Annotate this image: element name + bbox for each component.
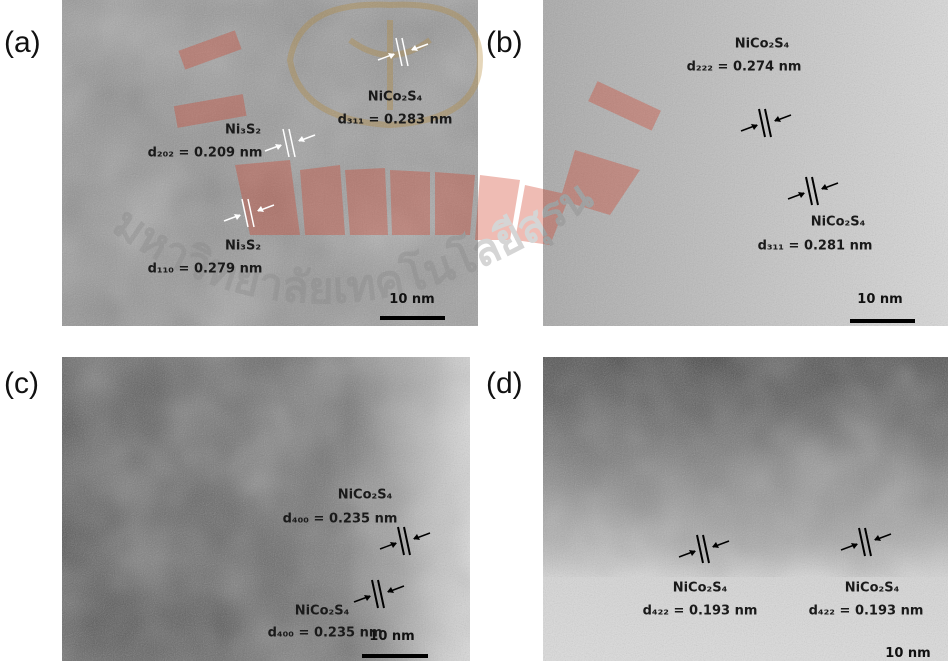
phase-label: NiCo₂S₄ (811, 215, 866, 230)
scale-bar-label: 10 nm (885, 646, 930, 661)
phase-label: NiCo₂S₄ (673, 581, 728, 596)
figure: มหาวิทยาลัยเทคโนโลยีสุรนารี (a)10 nmNiCo… (0, 0, 948, 661)
panel-label: (d) (486, 367, 523, 400)
d-spacing-label: d₃₁₁ = 0.281 nm (758, 239, 873, 254)
phase-label: Ni₃S₂ (225, 239, 261, 254)
panel-label: (a) (4, 26, 41, 59)
panel-label: (c) (4, 367, 39, 400)
scale-bar-label: 10 nm (857, 292, 902, 307)
d-spacing-label: d₂₂₂ = 0.274 nm (687, 60, 802, 75)
d-spacing-label: d₄₀₀ = 0.235 nm (268, 626, 383, 641)
phase-label: NiCo₂S₄ (338, 488, 393, 503)
d-spacing-label: d₂₀₂ = 0.209 nm (148, 146, 263, 161)
phase-label: NiCo₂S₄ (845, 581, 900, 596)
d-spacing-label: d₄₂₂ = 0.193 nm (643, 604, 758, 619)
d-spacing-label: d₃₁₁ = 0.283 nm (338, 113, 453, 128)
phase-label: NiCo₂S₄ (295, 604, 350, 619)
phase-label: Ni₃S₂ (225, 123, 261, 138)
d-spacing-label: d₄₂₂ = 0.193 nm (809, 604, 924, 619)
panel-images (62, 0, 948, 661)
scale-bar-label: 10 nm (389, 292, 434, 307)
phase-label: NiCo₂S₄ (368, 90, 423, 105)
d-spacing-label: d₁₁₀ = 0.279 nm (148, 262, 263, 277)
tem-noise (62, 357, 470, 661)
d-spacing-label: d₄₀₀ = 0.235 nm (283, 512, 398, 527)
panel-label: (b) (486, 26, 523, 59)
phase-label: NiCo₂S₄ (735, 37, 790, 52)
